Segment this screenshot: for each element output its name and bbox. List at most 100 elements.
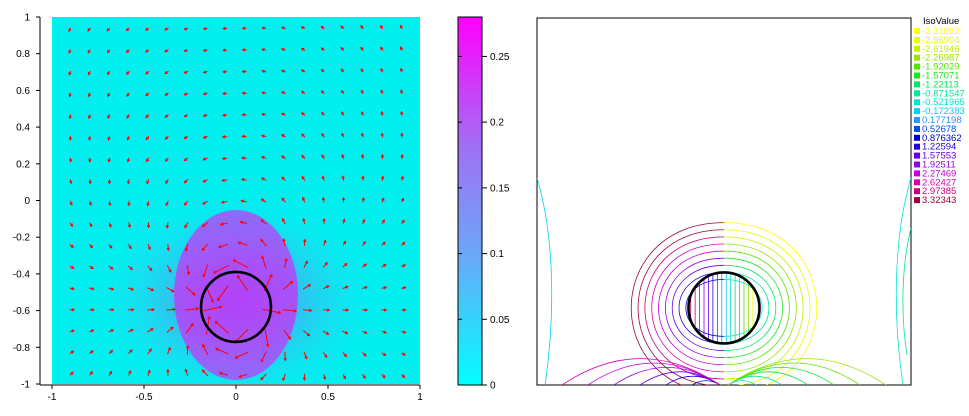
vector-arrow-head <box>165 180 169 185</box>
vector-arrow-head <box>260 376 264 381</box>
legend-label: -0.871547 <box>922 88 965 99</box>
vector-arrow-head <box>106 28 110 32</box>
vector-arrow-head <box>308 308 313 312</box>
vector-arrow-head <box>107 115 111 120</box>
vector-arrow-head <box>302 377 307 381</box>
legend-swatch <box>914 179 920 186</box>
vector-arrow-head <box>326 308 331 312</box>
vector-arrow <box>185 243 189 251</box>
legend-swatch <box>914 63 920 70</box>
vector-arrow-head <box>362 218 366 223</box>
vector-arrow-head <box>380 67 384 72</box>
vector-arrow-head <box>146 180 150 185</box>
vector-arrow-head <box>400 175 404 180</box>
vector-arrow-head <box>192 292 196 296</box>
vector-arrow-head <box>147 246 151 251</box>
vector-arrow-head <box>126 115 130 119</box>
vector-arrow-head <box>304 260 308 264</box>
vector-arrow-head <box>261 255 265 260</box>
vector-arrow <box>283 281 293 290</box>
vector-arrow-head <box>145 136 149 141</box>
vector-arrow-head <box>380 46 384 50</box>
vector-arrow-head <box>126 71 130 75</box>
vector-arrow-head <box>321 132 325 137</box>
legend-swatch <box>914 143 920 150</box>
vector-arrow-head <box>380 110 384 115</box>
vector-arrow-head <box>221 135 226 139</box>
contour-line <box>537 177 553 385</box>
legend-label: -1.57071 <box>922 71 960 82</box>
vector-arrow <box>202 222 209 228</box>
vector-arrow-head <box>324 354 328 359</box>
vector-arrow-head <box>125 49 130 54</box>
left-plot: -1 -0.5 0 0.5 1 -1 -0.8 -0.6 -0.4 -0.2 0 0.2 0.4 0.6… <box>13 13 423 404</box>
vector-arrow-head <box>364 330 368 334</box>
vector-arrow-head <box>202 135 207 139</box>
vector-arrow-head <box>150 328 154 332</box>
legend-label: -0.521965 <box>922 97 965 108</box>
vector-arrow-head <box>128 370 132 374</box>
x-tick-label: 0.5 <box>321 392 335 403</box>
colorbar-gradient <box>458 17 482 385</box>
vector-arrow <box>235 351 249 359</box>
vector-arrow-head <box>341 175 345 179</box>
vector-arrow-head <box>219 222 224 226</box>
vector-arrow-head <box>68 72 72 76</box>
vector-arrow-head <box>341 132 345 137</box>
vector-arrow-head <box>323 239 327 244</box>
vector-arrow <box>213 264 230 274</box>
vector-arrow-head <box>363 353 367 357</box>
vector-arrow <box>303 284 311 290</box>
vector-arrow-head <box>261 26 265 30</box>
vector-arrow-head <box>281 155 285 159</box>
vector-arrow-head <box>382 375 386 379</box>
vector-arrow <box>185 286 196 296</box>
velocity-arrows <box>68 24 407 382</box>
vector-arrow-head <box>402 286 407 290</box>
contour-line <box>678 272 725 344</box>
vector-arrow-head <box>399 24 403 29</box>
vector-arrow-head <box>380 24 384 29</box>
legend-label: 1.57553 <box>922 151 956 162</box>
legend-label: 0.876362 <box>922 133 962 144</box>
vector-arrow <box>322 330 329 335</box>
vector-arrow-head <box>303 238 307 243</box>
vector-arrow-head <box>168 269 172 273</box>
isovalue-legend: IsoValue -3.31862-2.96904-2.61946-2.2698… <box>914 16 965 206</box>
vector-arrow-head <box>241 69 246 74</box>
vector-arrow-head <box>190 323 194 327</box>
legend-label: 0.52678 <box>922 124 956 135</box>
vector-arrow-head <box>68 159 73 163</box>
vector-arrow-head <box>344 331 349 335</box>
vector-arrow-head <box>343 240 347 244</box>
vector-arrow-head <box>345 285 349 289</box>
magnitude-core <box>174 210 298 380</box>
contour-line <box>561 358 721 385</box>
y-tick-label: -0.2 <box>13 233 31 244</box>
vector-arrow-head <box>202 70 207 74</box>
vector-arrow-head <box>300 69 305 73</box>
vector-arrow <box>261 256 267 269</box>
vector-arrow-head <box>260 238 264 243</box>
vector-arrow-head <box>183 157 188 162</box>
vector-arrow-head <box>167 346 171 351</box>
vector-arrow-head <box>261 112 265 117</box>
legend-swatch <box>914 28 920 34</box>
vector-arrow-head <box>202 157 207 161</box>
vector-arrow-head <box>340 89 345 94</box>
contour-line <box>685 279 725 337</box>
contour-line <box>651 243 725 373</box>
legend-label: 0.177198 <box>922 115 962 126</box>
y-tick-label: -1 <box>21 380 30 391</box>
vector-arrow-head <box>341 111 345 115</box>
vector-arrow-head <box>145 71 149 75</box>
vector-arrow-head <box>201 369 206 373</box>
vector-arrow-head <box>88 202 92 207</box>
vector-arrow-head <box>109 245 113 249</box>
legend-label: -2.61946 <box>922 44 960 55</box>
vector-arrow-head <box>110 266 114 270</box>
vector-arrow-head <box>170 326 174 330</box>
contour-line <box>723 257 784 359</box>
legend-swatch <box>914 108 920 115</box>
vector-arrow-head <box>89 244 94 249</box>
